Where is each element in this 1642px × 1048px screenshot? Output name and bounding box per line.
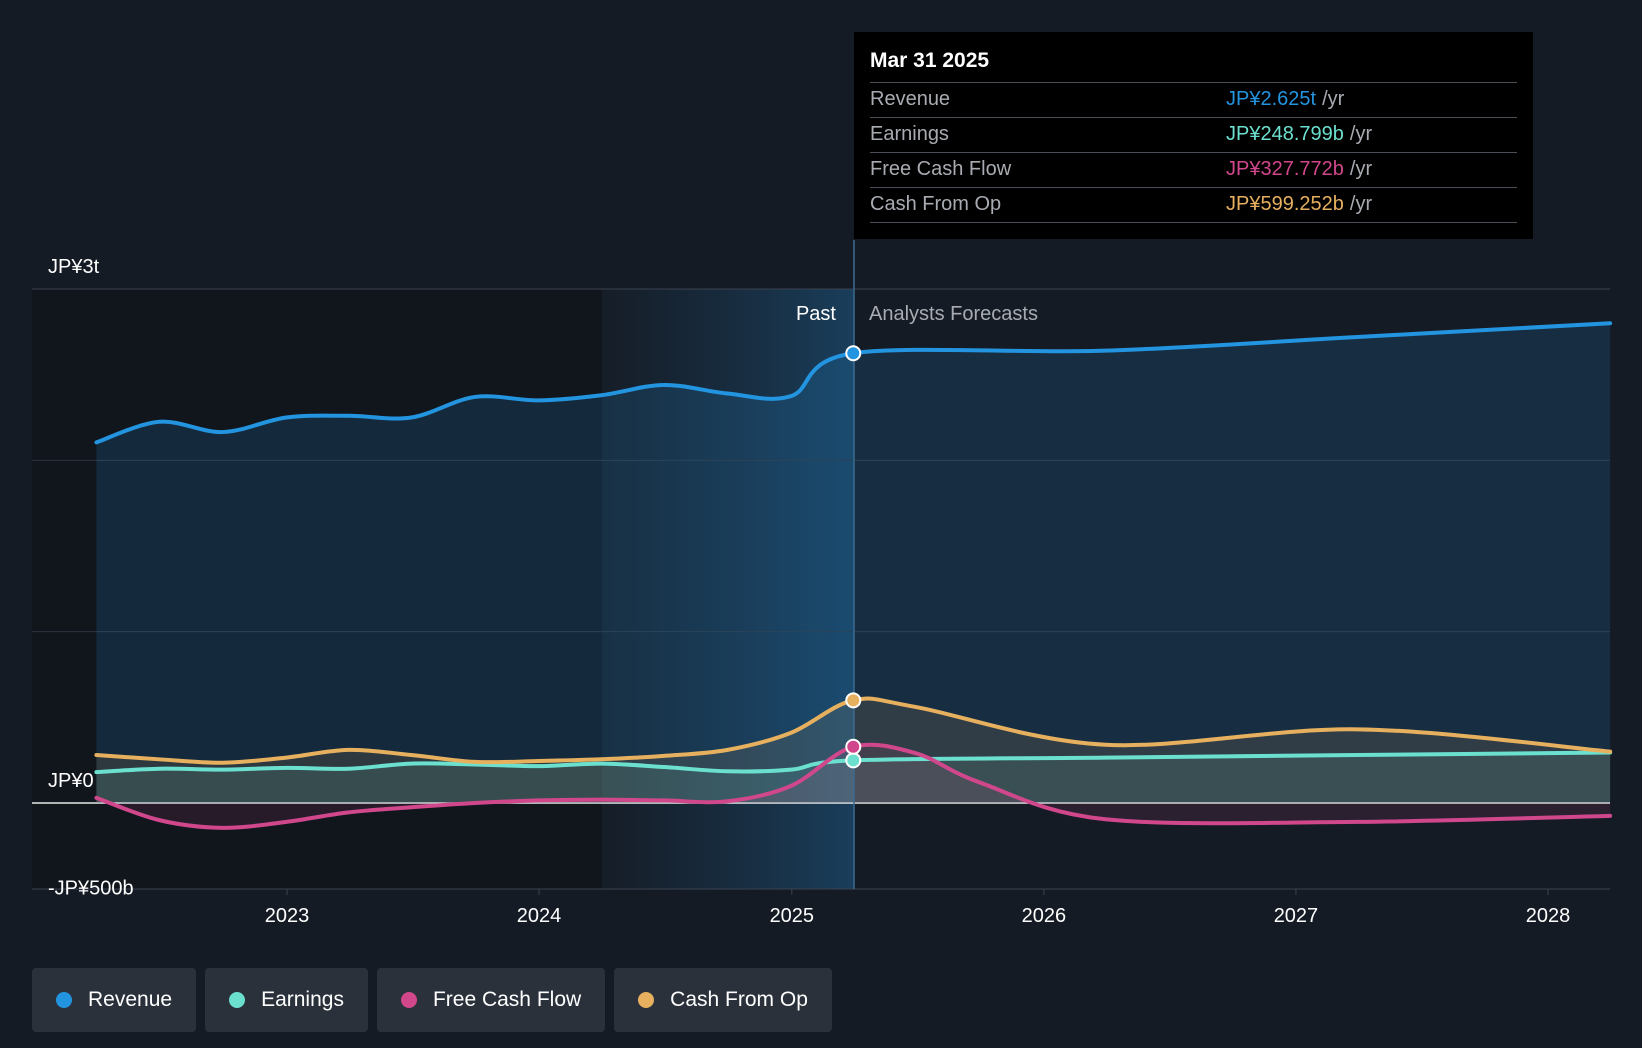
- tooltip-unit: /yr: [1349, 123, 1373, 145]
- tooltip-label: Cash From Op: [870, 193, 1002, 215]
- tooltip-unit: /yr: [1322, 88, 1345, 110]
- forecast-label: Analysts Forecasts: [869, 303, 1038, 325]
- tooltip-value: JP¥599.252b: [1226, 193, 1344, 215]
- tooltip-value: JP¥248.799b: [1226, 123, 1344, 145]
- legend-dot-icon: [229, 992, 246, 1008]
- marker-free-cash-flow: [845, 738, 862, 755]
- legend-label: Revenue: [88, 988, 173, 1011]
- series-markers: [845, 345, 862, 769]
- tooltip-value: JP¥2.625t: [1226, 88, 1317, 110]
- tooltip-row-revenue: Revenue JP¥2.625t /yr: [870, 83, 1517, 118]
- line-free-cash-flow: [94, 742, 1613, 830]
- legend-dot-icon: [638, 992, 655, 1008]
- y-tick-label: JP¥3t: [48, 256, 100, 278]
- legend-item-cash-from-op[interactable]: Cash From Op: [614, 968, 832, 1032]
- x-tick-label: 2024: [517, 905, 562, 927]
- line-cash-from-op: [94, 696, 1613, 765]
- tooltip-label: Earnings: [870, 123, 949, 145]
- legend-label: Free Cash Flow: [432, 988, 582, 1011]
- y-axis-labels: JP¥3t JP¥0 -JP¥500b: [48, 256, 134, 900]
- legend-item-free-cash-flow[interactable]: Free Cash Flow: [376, 968, 606, 1032]
- tooltip-label: Free Cash Flow: [870, 158, 1012, 180]
- legend-item-revenue[interactable]: Revenue: [32, 968, 197, 1032]
- x-tick-label: 2027: [1274, 905, 1319, 927]
- tooltip-row-earnings: Earnings JP¥248.799b /yr: [870, 118, 1517, 153]
- x-tick-label: 2026: [1022, 905, 1067, 927]
- past-background: [32, 289, 602, 889]
- tooltip-row-free-cash-flow: Free Cash Flow JP¥327.772b /yr: [870, 153, 1517, 188]
- marker-earnings: [845, 752, 862, 769]
- series-lines: [94, 321, 1613, 830]
- tooltip-label: Revenue: [870, 88, 951, 110]
- y-tick-label: -JP¥500b: [48, 878, 134, 900]
- tooltip-row-cash-from-op: Cash From Op JP¥599.252b /yr: [870, 188, 1517, 223]
- tooltip-date: Mar 31 2025: [870, 46, 1517, 83]
- legend: Revenue Earnings Free Cash Flow Cash Fro…: [32, 968, 832, 1032]
- tooltip-unit: /yr: [1349, 193, 1373, 215]
- legend-label: Earnings: [261, 988, 344, 1011]
- x-axis-labels: 2023 2024 2025 2026 2027 2028: [265, 889, 1571, 927]
- marker-cash-from-op: [845, 692, 862, 709]
- marker-revenue: [845, 345, 862, 362]
- x-tick-label: 2028: [1526, 905, 1571, 927]
- legend-dot-icon: [400, 992, 417, 1008]
- x-tick-label: 2023: [265, 905, 310, 927]
- y-tick-label: JP¥0: [48, 770, 94, 792]
- grid-lines: [32, 288, 1610, 890]
- tooltip: Mar 31 2025 Revenue JP¥2.625t /yr Earnin…: [854, 32, 1533, 239]
- tooltip-value: JP¥327.772b: [1226, 158, 1344, 180]
- legend-item-earnings[interactable]: Earnings: [205, 968, 368, 1032]
- line-earnings: [94, 750, 1613, 775]
- x-tick-label: 2025: [770, 905, 815, 927]
- past-label: Past: [796, 303, 836, 325]
- line-revenue: [94, 321, 1613, 445]
- legend-label: Cash From Op: [670, 988, 808, 1011]
- tooltip-unit: /yr: [1349, 158, 1373, 180]
- legend-dot-icon: [56, 992, 72, 1008]
